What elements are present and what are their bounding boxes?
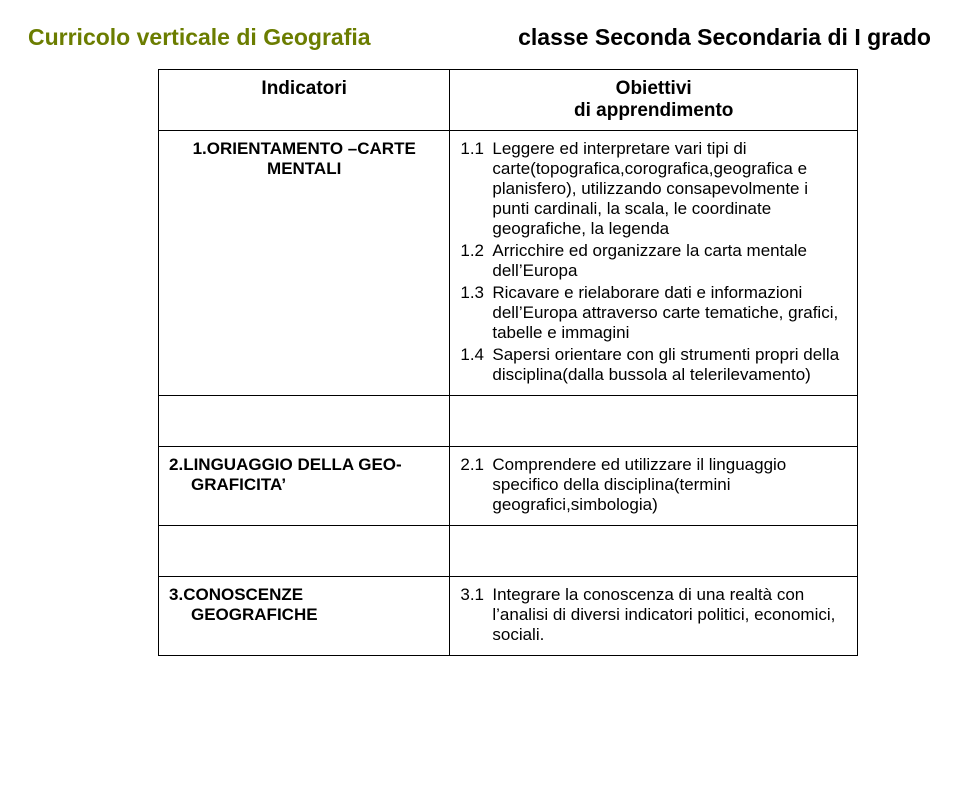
objectives-cell: 3.1Integrare la conoscenza di una realtà… (450, 577, 858, 656)
obj-text: Leggere ed interpretare vari tipi di car… (492, 139, 847, 239)
curriculum-table: Indicatori Obiettivi di apprendimento 1.… (158, 69, 858, 656)
indicator-title: 3.CONOSCENZE GEOGRAFICHE (169, 585, 439, 625)
obj-text: Arricchire ed organizzare la carta menta… (492, 241, 847, 281)
obj-num: 1.4 (460, 345, 492, 385)
header-left: Curricolo verticale di Geografia (28, 24, 371, 51)
obj-text: Comprendere ed utilizzare il linguaggio … (492, 455, 847, 515)
list-item: 2.1Comprendere ed utilizzare il linguagg… (460, 455, 847, 515)
list-item: 1.3Ricavare e rielaborare dati e informa… (460, 283, 847, 343)
page-header: Curricolo verticale di Geografia classe … (28, 24, 931, 51)
indicator-title: 2.LINGUAGGIO DELLA GEO- GRAFICITA’ (169, 455, 439, 495)
objectives-list: 3.1Integrare la conoscenza di una realtà… (460, 585, 847, 645)
table-row: 1.ORIENTAMENTO –CARTE MENTALI 1.1Leggere… (159, 131, 858, 396)
obj-num: 1.1 (460, 139, 492, 239)
table-header-row: Indicatori Obiettivi di apprendimento (159, 70, 858, 131)
obj-text: Sapersi orientare con gli strumenti prop… (492, 345, 847, 385)
obj-num: 2.1 (460, 455, 492, 515)
obj-num: 3.1 (460, 585, 492, 645)
col-header-obiettivi-l2: di apprendimento (574, 100, 733, 121)
indicator-line2: GEOGRAFICHE (169, 605, 318, 625)
indicator-title: 1.ORIENTAMENTO –CARTE MENTALI (169, 139, 439, 179)
indicator-cell: 3.CONOSCENZE GEOGRAFICHE (159, 577, 450, 656)
indicator-line1: 1.ORIENTAMENTO –CARTE (193, 139, 416, 158)
col-header-indicatori: Indicatori (159, 70, 450, 131)
objectives-cell: 1.1Leggere ed interpretare vari tipi di … (450, 131, 858, 396)
obj-num: 1.3 (460, 283, 492, 343)
indicator-line1: 2.LINGUAGGIO DELLA GEO- (169, 455, 402, 474)
header-right: classe Seconda Secondaria di I grado (518, 24, 931, 51)
indicator-line1: 3.CONOSCENZE (169, 585, 303, 604)
list-item: 1.2Arricchire ed organizzare la carta me… (460, 241, 847, 281)
indicator-line2: MENTALI (267, 159, 341, 178)
indicator-cell: 2.LINGUAGGIO DELLA GEO- GRAFICITA’ (159, 447, 450, 526)
indicator-cell: 1.ORIENTAMENTO –CARTE MENTALI (159, 131, 450, 396)
col-header-indicatori-text: Indicatori (261, 78, 347, 99)
spacer-row (159, 526, 858, 577)
indicator-line2: GRAFICITA’ (169, 475, 286, 495)
objectives-cell: 2.1Comprendere ed utilizzare il linguagg… (450, 447, 858, 526)
spacer-row (159, 396, 858, 447)
col-header-obiettivi-l1: Obiettivi (616, 78, 692, 99)
col-header-obiettivi: Obiettivi di apprendimento (450, 70, 858, 131)
obj-text: Ricavare e rielaborare dati e informazio… (492, 283, 847, 343)
objectives-list: 1.1Leggere ed interpretare vari tipi di … (460, 139, 847, 385)
list-item: 1.1Leggere ed interpretare vari tipi di … (460, 139, 847, 239)
table-row: 2.LINGUAGGIO DELLA GEO- GRAFICITA’ 2.1Co… (159, 447, 858, 526)
list-item: 3.1Integrare la conoscenza di una realtà… (460, 585, 847, 645)
obj-num: 1.2 (460, 241, 492, 281)
table-row: 3.CONOSCENZE GEOGRAFICHE 3.1Integrare la… (159, 577, 858, 656)
obj-text: Integrare la conoscenza di una realtà co… (492, 585, 847, 645)
list-item: 1.4Sapersi orientare con gli strumenti p… (460, 345, 847, 385)
objectives-list: 2.1Comprendere ed utilizzare il linguagg… (460, 455, 847, 515)
